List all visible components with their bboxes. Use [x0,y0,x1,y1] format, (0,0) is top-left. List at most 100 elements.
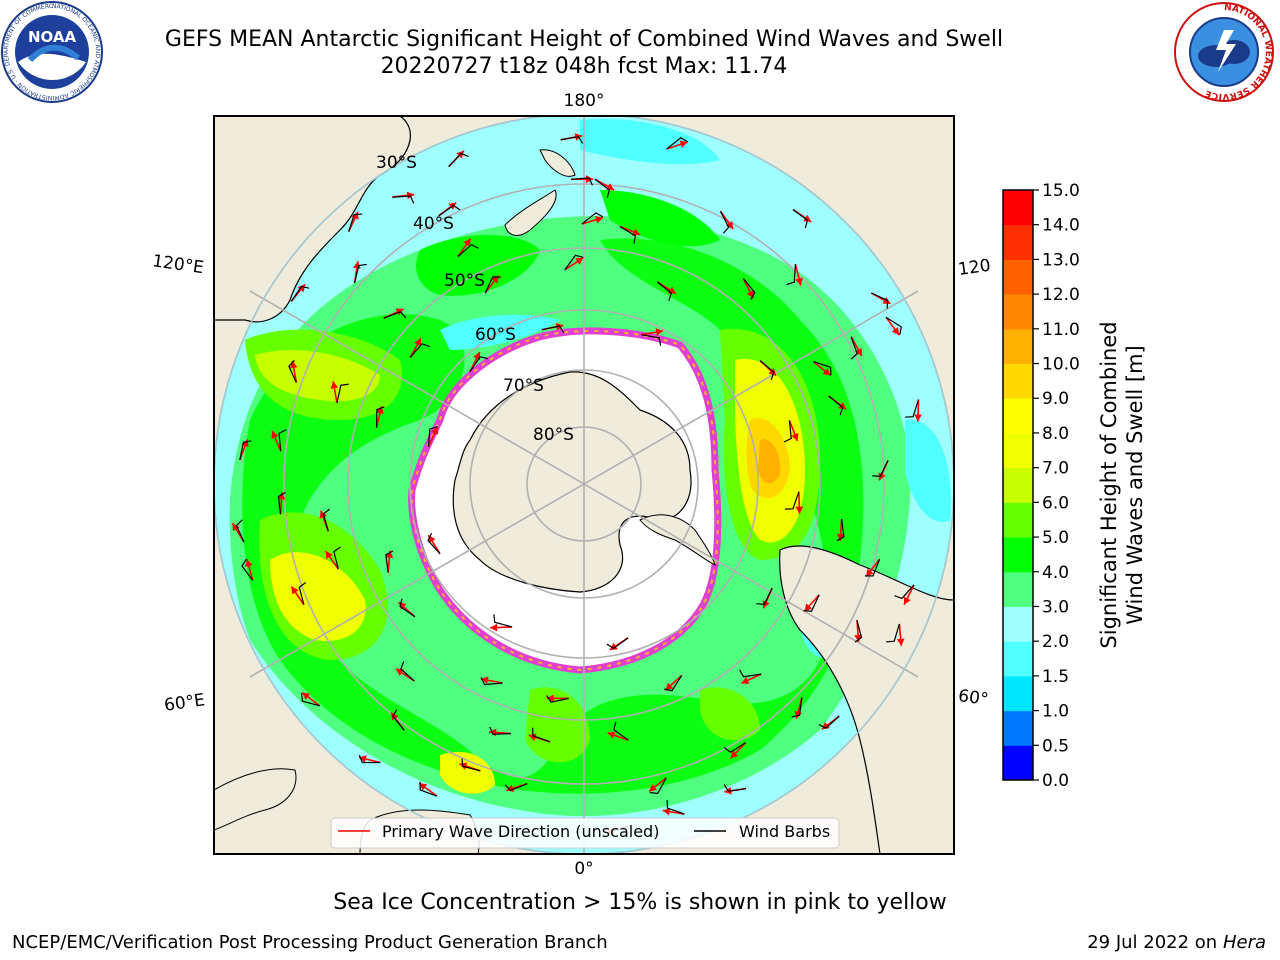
wind-barb [493,614,513,628]
colorbar-band [1003,294,1033,330]
wind-barb [742,278,756,300]
wave-direction-arrowhead [473,352,481,360]
wind-barb [818,715,840,729]
wave-direction-arrowhead [291,586,299,595]
wind-barb [241,558,254,581]
wind-barb [277,492,286,515]
wind-barb [885,316,902,335]
wave-direction-arrowhead [855,348,862,357]
wind-barb [322,508,331,532]
colorbar-band [1003,675,1033,712]
wave-direction-arrowhead [289,360,298,369]
timestamp-date: 29 Jul 2022 on [1087,932,1218,953]
wave-direction-arrowhead [746,290,754,299]
wind-barb [803,594,820,612]
wind-barb [290,285,310,302]
wind-barb [541,325,565,334]
colorbar-tick-label: 2.0 [1042,632,1069,652]
wind-barb [723,742,747,754]
wave-direction-arrowhead [791,432,799,441]
wave-direction-arrowhead [649,784,657,792]
wind-barb [278,429,287,452]
antarctica [452,371,692,593]
lon-label-120w: 120°W [957,252,990,280]
colorbar-tick-label: 11.0 [1042,320,1080,340]
wave-direction-arrowhead [575,257,584,265]
wind-barb [854,619,863,643]
wind-barb [298,582,307,605]
wind-barb [594,178,611,198]
wind-barb [336,383,349,404]
wave-direction-arrowhead [277,492,286,500]
wind-barb [905,399,920,418]
colorbar-band [1003,432,1033,469]
colorbar: 0.0 0.5 1.0 1.5 2.0 3.0 4.0 5.0 6.0 7.0 8.0 9.0 10.0… [1002,181,1147,791]
wave-direction-arrowhead [655,328,664,336]
wave-direction-arrowhead [490,623,498,632]
colorbar-band [1003,502,1033,538]
map-frame [213,115,955,855]
wind-barb [409,343,430,358]
wave-direction-arrowhead [528,733,537,741]
colorbar-band [1003,606,1033,642]
lat-label-30s: 30°S [376,153,417,173]
wave-direction-arrowhead [795,506,804,514]
wind-barb [872,459,889,478]
colorbar-tick-label: 1.0 [1042,702,1069,722]
colorbar-band [1003,398,1033,434]
wave-direction-arrowhead [302,692,311,700]
wind-barb [348,213,363,232]
wind-barb [613,721,629,741]
wave-direction-arrowhead [914,414,922,422]
wave-direction-arrowhead [866,568,874,577]
wind-barb [438,204,461,217]
ice-note: Sea Ice Concentration > 15% is shown in … [333,890,947,915]
wind-barb [385,550,394,573]
wind-barb [489,726,512,735]
wind-barb [448,152,469,168]
wind-barb [649,777,667,795]
lat-label-70s: 70°S [503,376,544,396]
wind-barb [333,546,341,570]
noaa-logo-text: NOAA [28,28,77,46]
wind-barb [392,708,405,731]
colorbar-label-line2: Wind Waves and Swell [m] [1123,345,1147,625]
wave-direction-arrowhead [891,327,900,336]
wind-barb [786,264,797,286]
wind-barb [301,693,320,707]
wind-barb [886,623,900,643]
wave-direction-legend-label: Primary Wave Direction (unscaled) [382,822,659,841]
colorbar-tick-label: 14.0 [1042,216,1080,236]
wind-barb [813,361,832,376]
colorbar-tick-label: 15.0 [1042,181,1080,201]
wind-barb [871,292,889,309]
wind-barb [427,533,441,555]
wind-barb [239,440,252,461]
timestamp-host: Hera [1222,932,1266,953]
wind-barb [836,518,845,542]
vector-layer [231,133,922,835]
wind-barb [375,406,385,428]
colorbar-tick-label: 10.0 [1042,355,1080,375]
noaa-logo: NOAA NATIONAL OCEANIC AND ATMOSPHERIC AD… [0,0,103,103]
wind-barb [504,783,528,792]
wave-direction-arrowhead [896,638,905,646]
wave-direction-arrowhead [854,634,862,642]
wave-direction-arrowhead [414,338,422,347]
wave-direction-arrowhead [607,731,616,739]
wind-barb [756,587,773,605]
wave-direction-arrowhead [803,214,812,222]
colorbar-tick-label: 3.0 [1042,597,1069,617]
wave-direction-arrowhead [795,277,803,286]
wind-barb [235,519,245,543]
wave-direction-arrowhead [297,284,306,293]
wave-direction-arrowhead [762,600,770,609]
wind-barb [864,559,881,577]
wind-barbs-legend-label: Wind Barbs [739,822,830,841]
wind-barb [719,210,730,234]
wind-barb [759,360,775,381]
colorbar-band [1003,363,1033,399]
colorbar-band [1003,259,1033,295]
lat-label-60s: 60°S [475,325,516,345]
lon-label-60w: 60°W [957,686,990,712]
